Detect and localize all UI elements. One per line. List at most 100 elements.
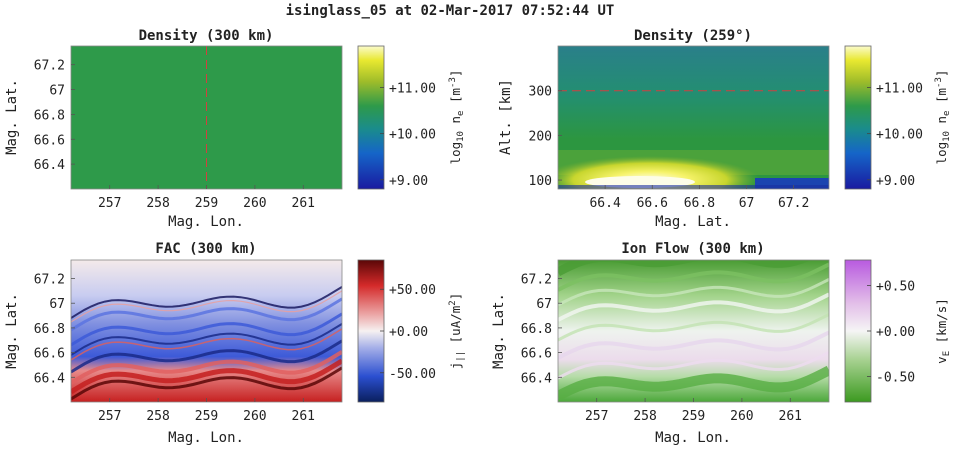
x-tick-label: 261 — [292, 409, 315, 424]
colorbar-tick-label: -0.50 — [876, 371, 915, 386]
panel-density-259deg: Density (259°) 66.4 66.6 66.8 67 67.2 100 200… — [498, 28, 952, 230]
y-tick-label: 66.8 — [34, 108, 65, 123]
colorbar-tick-label: +10.00 — [389, 128, 436, 143]
y-tick-label: 67.2 — [34, 59, 65, 74]
colorbar: +9.00 +10.00 +11.00 log10 ne [m-3] — [844, 45, 952, 190]
y-tick-label: 200 — [529, 129, 552, 144]
y-tick-label: 67 — [49, 84, 65, 99]
colorbar-label: j|| [uA/m2] — [448, 293, 466, 369]
colorbar-ticks: -50.00 +0.00 +50.00 — [380, 283, 436, 382]
colorbar-tick-label: +0.00 — [876, 325, 915, 340]
x-ticks: 257 258 259 260 261 — [98, 185, 315, 211]
x-axis-label: Mag. Lon. — [655, 430, 731, 446]
colorbar-tick-label: +9.00 — [876, 174, 915, 189]
y-ticks: 66.4 66.6 66.8 67 67.2 — [34, 273, 75, 386]
x-tick-label: 66.4 — [589, 196, 620, 211]
x-tick-label: 259 — [682, 409, 705, 424]
contour-band — [71, 350, 342, 385]
contour-band — [558, 292, 829, 322]
x-tick-label: 259 — [195, 409, 218, 424]
colorbar: -0.50 +0.00 +0.50 vE [km/s] — [844, 259, 952, 403]
contour-band — [558, 278, 829, 307]
x-tick-label: 257 — [585, 409, 608, 424]
x-tick-label: 261 — [292, 196, 315, 211]
y-tick-label: 66.4 — [521, 371, 552, 386]
y-ticks: 100 200 300 — [529, 85, 562, 189]
y-tick-label: 66.4 — [34, 371, 65, 386]
x-tick-label: 257 — [98, 409, 121, 424]
contour-band — [71, 358, 342, 395]
x-tick-label: 66.6 — [637, 196, 668, 211]
panel-title: FAC (300 km) — [155, 241, 256, 257]
colorbar: -50.00 +0.00 +50.00 j|| [uA/m2] — [357, 259, 466, 403]
colorbar-tick-label: -50.00 — [389, 367, 436, 382]
y-ticks: 66.4 66.6 66.8 67 67.2 — [34, 59, 75, 173]
panel-title: Ion Flow (300 km) — [621, 241, 764, 257]
colorbar-tick-label: +10.00 — [876, 128, 923, 143]
x-tick-label: 67 — [739, 196, 755, 211]
contour-band — [558, 351, 829, 380]
colorbar-tick-label: +50.00 — [389, 283, 436, 298]
contour-band — [71, 286, 342, 319]
y-tick-label: 100 — [529, 174, 552, 189]
colorbar-ticks: +9.00 +10.00 +11.00 — [380, 82, 436, 189]
colorbar-gradient — [844, 45, 872, 190]
x-tick-label: 258 — [146, 196, 169, 211]
x-tick-label: 257 — [98, 196, 121, 211]
colorbar-ticks: +9.00 +10.00 +11.00 — [867, 82, 923, 189]
colorbar-gradient — [844, 259, 872, 403]
y-tick-label: 67.2 — [34, 273, 65, 288]
y-tick-label: 300 — [529, 85, 552, 100]
panel-density-300km: Density (300 km) 257 258 259 260 261 66.466.… — [4, 28, 466, 230]
y-tick-label: 66.6 — [34, 347, 65, 362]
colorbar-tick-label: +11.00 — [876, 82, 923, 97]
panel-title: Density (300 km) — [139, 28, 274, 44]
colorbar-label: vE [km/s] — [934, 298, 952, 364]
x-tick-label: 258 — [633, 409, 656, 424]
colorbar: +9.00 +10.00 +11.00 log10 ne [m-3] — [357, 45, 466, 190]
y-axis-label: Alt. [km] — [498, 79, 514, 155]
contour-band — [71, 366, 342, 401]
colorbar-ticks: -0.50 +0.00 +0.50 — [867, 279, 915, 386]
contour-band — [558, 313, 829, 342]
panel-title: Density (259°) — [634, 28, 752, 44]
heatmap-field — [71, 260, 342, 402]
colorbar-label: log10 ne [m-3] — [934, 70, 952, 165]
y-tick-label: 66.8 — [34, 322, 65, 337]
y-axis-label: Mag. Lat. — [491, 293, 507, 369]
y-tick-label: 67 — [536, 297, 552, 312]
flow-bands — [558, 260, 829, 401]
colorbar-tick-label: +0.00 — [389, 325, 428, 340]
y-axis-label: Mag. Lat. — [4, 79, 20, 155]
y-ticks: 66.4 66.6 66.8 67 67.2 — [521, 273, 562, 386]
contour-band — [71, 323, 342, 356]
x-axis-label: Mag. Lat. — [655, 214, 731, 230]
colorbar-tick-label: +9.00 — [389, 174, 428, 189]
contour-band — [558, 262, 829, 292]
colorbar-tick-label: +11.00 — [389, 82, 436, 97]
figure-title: isinglass_05 at 02-Mar-2017 07:52:44 UT — [286, 3, 615, 19]
y-tick-label: 66.4 — [34, 158, 65, 173]
contour-band — [71, 290, 342, 323]
x-tick-label: 260 — [730, 409, 753, 424]
x-tick-label: 67.2 — [778, 196, 809, 211]
x-tick-label: 260 — [243, 409, 266, 424]
y-tick-label: 66.6 — [34, 133, 65, 148]
y-tick-label: 66.6 — [521, 347, 552, 362]
contour-band — [558, 365, 829, 401]
y-tick-label: 67.2 — [521, 273, 552, 288]
contour-band — [71, 297, 342, 332]
x-tick-label: 66.8 — [684, 196, 715, 211]
x-tick-label: 259 — [195, 196, 218, 211]
contour-band — [558, 260, 812, 277]
y-axis-label: Mag. Lat. — [4, 293, 20, 369]
y-tick-label: 66.8 — [521, 322, 552, 337]
contour-band — [71, 339, 342, 374]
colorbar-tick-label: +0.50 — [876, 279, 915, 294]
low-density-region — [755, 178, 829, 189]
panel-ion-flow-300km: Ion Flow (300 km) 257 258 259 260 261 66.466… — [491, 241, 952, 446]
low-density-edge — [558, 185, 829, 189]
contour-band — [71, 312, 342, 347]
colorbar-gradient — [357, 45, 385, 190]
